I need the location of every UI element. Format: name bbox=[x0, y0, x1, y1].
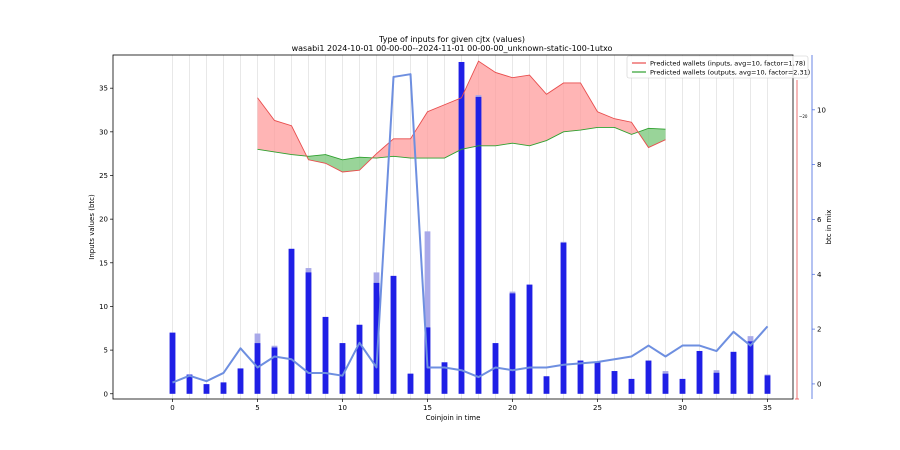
inputs-fill-segment bbox=[427, 104, 445, 159]
inputs-fill-segment bbox=[461, 61, 479, 150]
bar bbox=[220, 382, 227, 394]
y-tick-label: 30 bbox=[99, 128, 108, 136]
bar bbox=[543, 376, 550, 394]
inputs-fill-segment bbox=[257, 97, 275, 152]
inputs-fill-segment bbox=[274, 120, 292, 155]
bar bbox=[628, 378, 635, 394]
x-tick-label: 20 bbox=[508, 404, 517, 412]
x-tick-label: 0 bbox=[170, 404, 174, 412]
y2-tick-label: 0 bbox=[817, 380, 821, 388]
legend: Predicted wallets (inputs, avg=10, facto… bbox=[626, 55, 810, 79]
y2-tick-label: 4 bbox=[817, 271, 822, 279]
bar bbox=[237, 368, 244, 394]
inputs-line bbox=[257, 60, 666, 173]
outputs-fill-segment bbox=[342, 157, 360, 172]
bar bbox=[322, 316, 329, 394]
bar bbox=[356, 324, 363, 394]
bar bbox=[764, 375, 771, 394]
bar bbox=[475, 96, 482, 394]
y-tick-label: 35 bbox=[99, 85, 108, 93]
y-tick-label: 20 bbox=[99, 216, 108, 224]
inputs-fill-segment bbox=[495, 72, 513, 146]
y2-tick-label: 2 bbox=[817, 326, 821, 334]
bar bbox=[373, 282, 380, 394]
bar-overlay bbox=[424, 231, 431, 394]
inputs-fill-segment bbox=[563, 82, 581, 132]
bar bbox=[713, 372, 720, 394]
fill-layer bbox=[257, 61, 666, 172]
y-tick-label: 15 bbox=[99, 259, 108, 267]
outputs-fill-segment bbox=[638, 128, 649, 148]
inputs-fill-segment bbox=[546, 82, 564, 141]
inputs-fill-segment bbox=[597, 111, 615, 128]
bar bbox=[679, 378, 686, 394]
bar bbox=[339, 343, 346, 394]
bar bbox=[611, 371, 618, 394]
y2-axis-label: btc in mix bbox=[825, 210, 833, 245]
x-tick-label: 15 bbox=[423, 404, 432, 412]
bar bbox=[271, 347, 278, 394]
mini-tick-label: ~20 bbox=[799, 114, 808, 119]
x-axis-label: Coinjoin in time bbox=[426, 414, 481, 422]
y2-tick-label: 6 bbox=[817, 216, 822, 224]
bar bbox=[594, 362, 601, 394]
x-tick-label: 10 bbox=[338, 404, 347, 412]
bar bbox=[526, 284, 533, 394]
bar bbox=[186, 374, 193, 394]
line-layer bbox=[172, 60, 769, 384]
chart-subtitle: wasabi1 2024-10-01 00-00-00--2024-11-01 … bbox=[292, 44, 613, 53]
legend-inputs-label: Predicted wallets (inputs, avg=10, facto… bbox=[650, 60, 806, 68]
bar bbox=[305, 272, 312, 394]
x-tick-label: 5 bbox=[255, 404, 259, 412]
bar bbox=[390, 275, 397, 394]
bar bbox=[407, 373, 414, 394]
chart-title: Type of inputs for given cjtx (values) bbox=[378, 35, 525, 44]
inputs-fill-segment bbox=[444, 97, 462, 159]
bar bbox=[645, 360, 652, 394]
y2-tick-label: 10 bbox=[817, 106, 826, 114]
legend-outputs-label: Predicted wallets (outputs, avg=10, fact… bbox=[650, 69, 810, 77]
x-tick-label: 35 bbox=[763, 404, 772, 412]
x-tick-label: 25 bbox=[593, 404, 602, 412]
legend-box bbox=[626, 55, 809, 79]
inputs-fill-segment bbox=[580, 82, 598, 131]
bar bbox=[730, 351, 737, 394]
bar bbox=[288, 248, 295, 394]
y-tick-label: 5 bbox=[104, 347, 108, 355]
y-tick-label: 0 bbox=[104, 390, 108, 398]
bar bbox=[560, 242, 567, 394]
outputs-line bbox=[257, 127, 666, 161]
axis-layer: 0 5 10 15 20 25 30 35 0 5 10 15 20 25 30 35 0 2 4 6 8 10 ~20 bbox=[99, 55, 826, 412]
inputs-fill-segment bbox=[614, 118, 632, 135]
y-axis-label: Inputs values (btc) bbox=[88, 194, 96, 260]
bar bbox=[509, 293, 516, 394]
inputs-fill-segment bbox=[512, 75, 530, 146]
bar bbox=[458, 61, 465, 394]
y-tick-label: 25 bbox=[99, 172, 108, 180]
bar bbox=[577, 360, 584, 394]
outputs-fill-segment bbox=[308, 154, 326, 164]
outputs-fill-segment bbox=[648, 128, 666, 148]
inputs-fill-segment bbox=[529, 75, 547, 146]
btc-in-mix-line bbox=[172, 73, 769, 384]
x-tick-label: 30 bbox=[678, 404, 687, 412]
inputs-fill-segment bbox=[478, 61, 496, 146]
bar bbox=[747, 341, 754, 394]
bar bbox=[662, 373, 669, 394]
bar bbox=[441, 362, 448, 394]
inputs-fill-segment bbox=[393, 138, 411, 159]
bar bbox=[203, 384, 210, 394]
bar bbox=[169, 332, 176, 394]
inputs-fill-segment bbox=[376, 138, 394, 159]
bar bbox=[696, 350, 703, 394]
y-tick-label: 10 bbox=[99, 303, 108, 311]
plot-frame bbox=[112, 54, 794, 400]
y2-tick-label: 8 bbox=[817, 161, 821, 169]
